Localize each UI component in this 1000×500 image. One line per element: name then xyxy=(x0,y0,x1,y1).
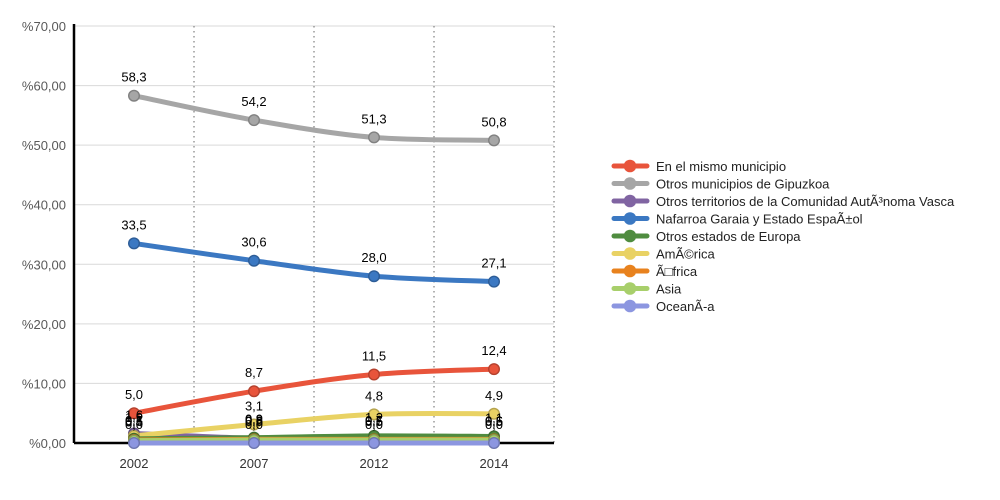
svg-text:%0,00: %0,00 xyxy=(29,436,66,451)
svg-text:0,0: 0,0 xyxy=(125,417,143,432)
svg-text:2002: 2002 xyxy=(120,456,149,471)
svg-text:8,7: 8,7 xyxy=(245,365,263,380)
svg-text:En el mismo municipio: En el mismo municipio xyxy=(656,159,786,174)
svg-text:Otros municipios de Gipuzkoa: Otros municipios de Gipuzkoa xyxy=(656,177,830,192)
svg-text:0,0: 0,0 xyxy=(365,417,383,432)
svg-text:0,0: 0,0 xyxy=(245,417,263,432)
svg-text:2007: 2007 xyxy=(240,456,269,471)
svg-text:4,8: 4,8 xyxy=(365,388,383,403)
svg-text:30,6: 30,6 xyxy=(241,235,266,250)
svg-text:%60,00: %60,00 xyxy=(22,79,66,94)
svg-text:OceanÃ-a: OceanÃ-a xyxy=(656,299,715,314)
svg-text:0,0: 0,0 xyxy=(485,417,503,432)
svg-text:4,9: 4,9 xyxy=(485,388,503,403)
svg-text:Asia: Asia xyxy=(656,282,682,297)
svg-text:50,8: 50,8 xyxy=(481,114,506,129)
svg-text:%50,00: %50,00 xyxy=(22,138,66,153)
svg-text:Otros estados de Europa: Otros estados de Europa xyxy=(656,229,801,244)
svg-text:2014: 2014 xyxy=(480,456,509,471)
svg-text:27,1: 27,1 xyxy=(481,256,506,271)
svg-text:AmÃ©rica: AmÃ©rica xyxy=(656,247,715,262)
svg-text:28,0: 28,0 xyxy=(361,250,386,265)
svg-text:5,0: 5,0 xyxy=(125,387,143,402)
svg-text:33,5: 33,5 xyxy=(121,217,146,232)
svg-text:%30,00: %30,00 xyxy=(22,257,66,272)
svg-text:11,5: 11,5 xyxy=(362,349,386,364)
svg-text:Ã□frica: Ã□frica xyxy=(656,264,698,279)
svg-text:58,3: 58,3 xyxy=(121,70,146,85)
svg-text:%70,00: %70,00 xyxy=(22,19,66,34)
svg-text:51,3: 51,3 xyxy=(361,111,386,126)
svg-text:Otros territorios de la Comuni: Otros territorios de la Comunidad AutÃ³n… xyxy=(656,194,955,209)
svg-text:%10,00: %10,00 xyxy=(22,376,66,391)
svg-text:12,4: 12,4 xyxy=(481,343,506,358)
svg-text:%20,00: %20,00 xyxy=(22,317,66,332)
svg-text:Nafarroa Garaia y Estado EspaÃ: Nafarroa Garaia y Estado EspaÃ±ol xyxy=(656,212,863,227)
svg-text:2012: 2012 xyxy=(360,456,389,471)
svg-text:%40,00: %40,00 xyxy=(22,198,66,213)
svg-text:54,2: 54,2 xyxy=(241,94,266,109)
